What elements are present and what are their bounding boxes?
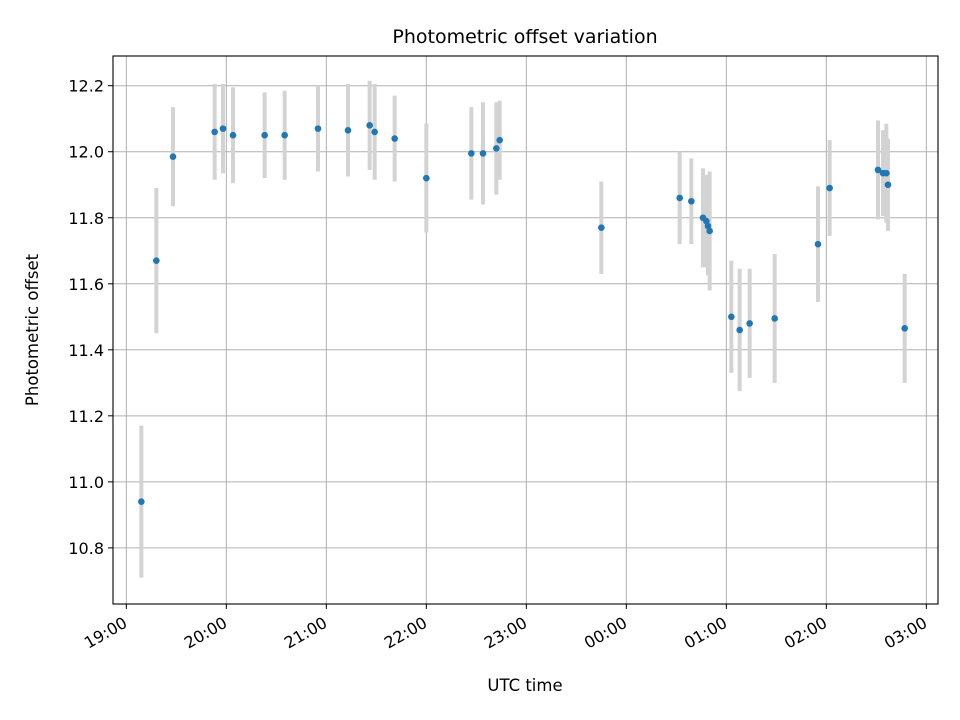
data-point (281, 131, 288, 139)
data-point (814, 240, 822, 248)
data-point (901, 325, 908, 332)
x-tick-label: 01:00 (681, 613, 730, 653)
data-point (728, 313, 735, 321)
data-point (736, 326, 743, 334)
x-axis-ticks: 19:00 20:00 21:00 22:00 23:00 00:00 01:00 02:00… (81, 604, 930, 653)
data-point (261, 131, 268, 139)
data-point (704, 222, 712, 230)
data-point (493, 145, 500, 152)
data-point (496, 136, 503, 144)
data-point (423, 174, 430, 182)
data-point (826, 184, 833, 192)
data-point (884, 181, 892, 189)
data-points (138, 122, 908, 505)
data-point (874, 166, 882, 174)
data-point (703, 217, 710, 225)
data-point (169, 153, 177, 160)
x-axis-label: UTC time (487, 676, 562, 695)
data-point (746, 320, 753, 327)
plot-frame (112, 55, 939, 605)
data-point (219, 125, 227, 132)
grid-lines (113, 56, 938, 604)
data-point (229, 131, 237, 139)
y-tick-label: 11.2 (68, 407, 104, 426)
data-point (771, 315, 778, 322)
data-point (138, 498, 145, 505)
data-point (676, 194, 683, 202)
data-point (598, 224, 605, 231)
data-point (366, 122, 373, 129)
y-axis-ticks: 10.8 11.0 11.2 11.4 11.6 11.8 12.0 12.2 (68, 77, 113, 558)
y-tick-label: 12.0 (68, 143, 104, 162)
y-tick-label: 11.0 (68, 473, 104, 492)
x-tick-label: 21:00 (281, 613, 330, 653)
data-point (391, 135, 398, 142)
data-point (344, 126, 352, 134)
data-point (314, 125, 322, 132)
data-point (153, 257, 160, 264)
chart-title: Photometric offset variation (392, 26, 657, 48)
x-tick-label: 23:00 (481, 613, 530, 653)
x-tick-label: 20:00 (181, 613, 230, 653)
x-tick-label: 19:00 (81, 613, 130, 653)
data-point (688, 197, 695, 205)
data-point (371, 128, 378, 136)
y-tick-label: 11.6 (68, 275, 104, 294)
data-point (468, 150, 475, 157)
y-tick-label: 12.2 (68, 77, 104, 96)
x-tick-label: 02:00 (781, 613, 830, 653)
x-tick-label: 03:00 (881, 613, 930, 653)
x-tick-label: 22:00 (381, 613, 430, 653)
data-point (211, 128, 218, 136)
data-point (883, 169, 890, 177)
y-axis-label: Photometric offset (23, 253, 42, 406)
error-bars (139, 80, 907, 578)
x-tick-label: 00:00 (581, 613, 630, 653)
y-tick-label: 11.8 (68, 209, 104, 228)
data-point (706, 227, 713, 235)
data-point (479, 150, 487, 157)
y-tick-label: 11.4 (68, 341, 104, 360)
y-tick-label: 10.8 (68, 539, 104, 558)
